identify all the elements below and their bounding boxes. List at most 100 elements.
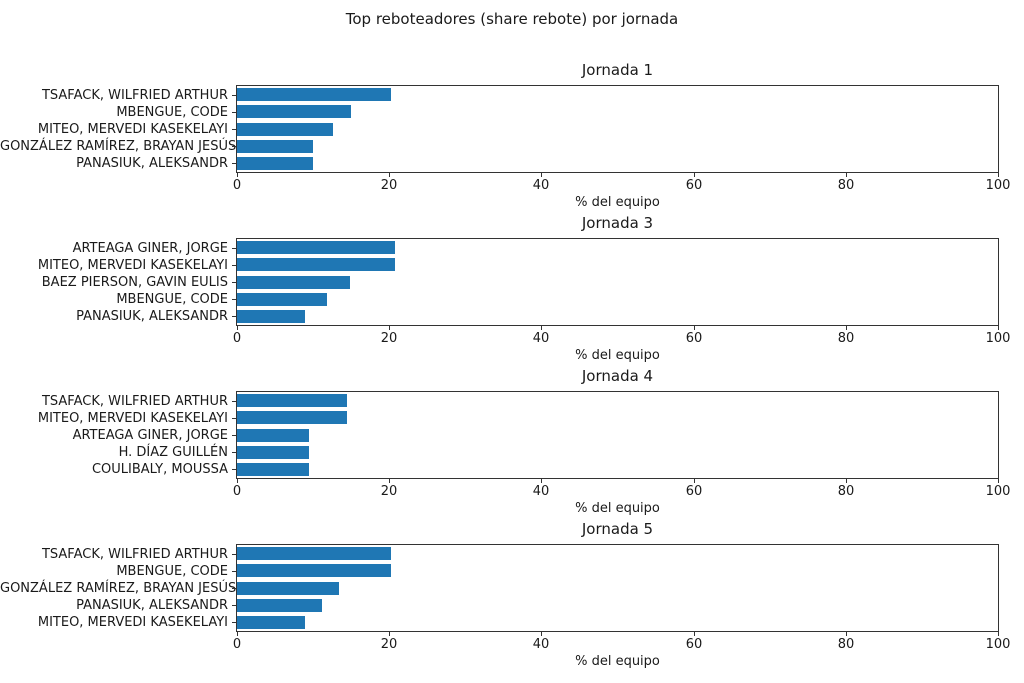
bar xyxy=(237,394,347,407)
x-tick-label: 80 xyxy=(837,331,855,346)
x-tick xyxy=(541,632,542,636)
category-label: COULIBALY, MOUSSA xyxy=(91,462,228,477)
category-label: PANASIUK, ALEKSANDR xyxy=(76,598,228,613)
x-tick xyxy=(389,632,390,636)
bar xyxy=(237,310,305,323)
x-tick-label: 20 xyxy=(380,484,398,499)
category-label: GONZÁLEZ RAMÍREZ, BRAYAN JESÚS xyxy=(0,139,237,154)
category-label: ARTEAGA GINER, JORGE xyxy=(72,241,228,256)
category-label: MITEO, MERVEDI KASEKELAYI xyxy=(37,258,228,273)
y-tick xyxy=(232,265,236,266)
category-label: BAEZ PIERSON, GAVIN EULIS xyxy=(41,275,228,290)
y-tick xyxy=(232,299,236,300)
bar xyxy=(237,411,347,424)
bar xyxy=(237,429,309,442)
y-tick xyxy=(232,588,236,589)
x-tick xyxy=(237,173,238,177)
bar xyxy=(237,564,391,577)
category-label: MITEO, MERVEDI KASEKELAYI xyxy=(37,615,228,630)
y-tick xyxy=(232,571,236,572)
x-tick-label: 0 xyxy=(232,331,242,346)
x-tick-label: 20 xyxy=(380,178,398,193)
bar xyxy=(237,293,327,306)
x-tick-label: 80 xyxy=(837,178,855,193)
x-tick xyxy=(237,326,238,330)
bar xyxy=(237,105,351,118)
x-tick-label: 100 xyxy=(985,484,1011,499)
category-label: MBENGUE, CODE xyxy=(116,292,228,307)
x-tick xyxy=(237,632,238,636)
x-tick xyxy=(694,326,695,330)
category-label: MITEO, MERVEDI KASEKELAYI xyxy=(37,122,228,137)
x-tick xyxy=(998,632,999,636)
x-tick xyxy=(541,173,542,177)
y-tick xyxy=(232,316,236,317)
y-tick xyxy=(232,129,236,130)
bar xyxy=(237,140,313,153)
bar xyxy=(237,88,391,101)
bar xyxy=(237,463,309,476)
category-label: TSAFACK, WILFRIED ARTHUR xyxy=(41,88,228,103)
x-tick-label: 40 xyxy=(532,637,550,652)
y-tick xyxy=(232,401,236,402)
x-tick xyxy=(541,326,542,330)
bar xyxy=(237,241,395,254)
category-label: MBENGUE, CODE xyxy=(116,105,228,120)
x-tick-label: 0 xyxy=(232,637,242,652)
y-tick xyxy=(232,418,236,419)
x-tick xyxy=(998,326,999,330)
x-tick-label: 20 xyxy=(380,331,398,346)
subplot-title: Jornada 1 xyxy=(581,61,654,79)
y-tick xyxy=(232,469,236,470)
x-tick-label: 0 xyxy=(232,484,242,499)
y-tick xyxy=(232,622,236,623)
y-tick xyxy=(232,248,236,249)
x-tick xyxy=(237,479,238,483)
x-tick xyxy=(998,173,999,177)
x-tick-label: 60 xyxy=(685,484,703,499)
category-label: PANASIUK, ALEKSANDR xyxy=(76,156,228,171)
plot-area xyxy=(236,391,999,479)
x-tick-label: 0 xyxy=(232,178,242,193)
x-tick xyxy=(998,479,999,483)
category-label: H. DÍAZ GUILLÉN xyxy=(118,445,228,460)
y-tick xyxy=(232,163,236,164)
x-axis-label: % del equipo xyxy=(575,501,660,516)
bar xyxy=(237,582,339,595)
plot-area xyxy=(236,544,999,632)
bar xyxy=(237,547,391,560)
bar xyxy=(237,599,322,612)
x-tick xyxy=(846,479,847,483)
y-tick xyxy=(232,95,236,96)
category-label: ARTEAGA GINER, JORGE xyxy=(72,428,228,443)
subplot-title: Jornada 4 xyxy=(581,367,654,385)
bar xyxy=(237,123,333,136)
x-tick-label: 100 xyxy=(985,178,1011,193)
x-tick-label: 80 xyxy=(837,484,855,499)
x-tick xyxy=(389,173,390,177)
x-tick xyxy=(694,173,695,177)
y-tick xyxy=(232,554,236,555)
x-tick xyxy=(694,632,695,636)
bar xyxy=(237,276,350,289)
x-axis-label: % del equipo xyxy=(575,348,660,363)
subplot-jornada-4: Jornada 4 TSAFACK, WILFRIED ARTHUR MITEO, … xyxy=(0,368,1024,544)
x-tick xyxy=(389,326,390,330)
y-tick xyxy=(232,282,236,283)
subplot-jornada-3: Jornada 3 ARTEAGA GINER, JORGE MITEO, MERV… xyxy=(0,215,1024,391)
category-label: TSAFACK, WILFRIED ARTHUR xyxy=(41,394,228,409)
category-label: TSAFACK, WILFRIED ARTHUR xyxy=(41,547,228,562)
y-tick xyxy=(232,112,236,113)
subplot-title: Jornada 3 xyxy=(581,214,654,232)
bar xyxy=(237,616,305,629)
bar xyxy=(237,258,395,271)
x-tick-label: 80 xyxy=(837,637,855,652)
subplot-jornada-1: Jornada 1 TSAFACK, WILFRIED ARTHUR MBENGUE… xyxy=(0,62,1024,238)
plot-area xyxy=(236,238,999,326)
category-label: MITEO, MERVEDI KASEKELAYI xyxy=(37,411,228,426)
x-tick-label: 100 xyxy=(985,637,1011,652)
plot-area xyxy=(236,85,999,173)
category-label: GONZÁLEZ RAMÍREZ, BRAYAN JESÚS xyxy=(0,581,237,596)
figure-title: Top reboteadores (share rebote) por jorn… xyxy=(345,10,679,28)
